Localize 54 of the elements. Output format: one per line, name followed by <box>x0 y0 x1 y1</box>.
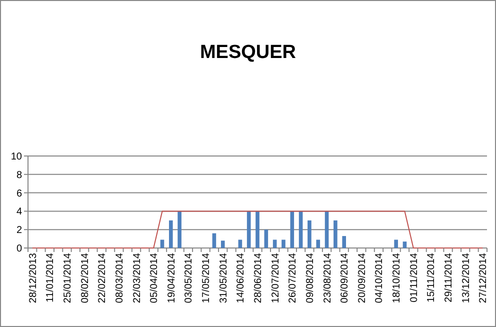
x-tick-label: 17/05/2014 <box>201 252 212 304</box>
bar <box>342 236 346 248</box>
bar <box>334 220 338 248</box>
x-tick-label: 11/01/2014 <box>45 252 56 302</box>
x-tick-label: 08/02/2014 <box>80 252 91 304</box>
y-tick-label: 10 <box>10 152 22 162</box>
x-tick-label: 19/04/2014 <box>166 252 178 304</box>
x-tick-label: 28/06/2014 <box>253 252 264 304</box>
x-tick-label: 03/05/2014 <box>184 252 195 304</box>
x-tick-label: 23/08/2014 <box>322 252 334 304</box>
bar <box>256 211 260 248</box>
bar <box>298 211 303 248</box>
bar <box>290 211 294 248</box>
bar <box>168 220 173 248</box>
x-tick-label: 01/11/2014 <box>408 252 420 302</box>
y-tick-label: 0 <box>16 244 22 254</box>
bar <box>272 240 277 248</box>
x-tick-label: 20/09/2014 <box>356 252 368 304</box>
bar <box>212 233 216 248</box>
bar <box>282 240 286 248</box>
x-tick-label: 31/05/2014 <box>218 252 230 304</box>
bar <box>308 220 312 248</box>
x-tick-label: 04/10/2014 <box>374 252 386 304</box>
y-tick-label: 4 <box>16 206 22 218</box>
x-tick-label: 06/09/2014 <box>340 252 351 304</box>
chart-title: MESQUER <box>200 42 296 63</box>
x-tick-label: 09/08/2014 <box>304 252 316 304</box>
x-tick-label: 28/12/2013 <box>28 252 39 304</box>
x-tick-label: 05/04/2014 <box>149 252 160 304</box>
x-tick-label: 26/07/2014 <box>288 252 299 304</box>
bar <box>246 211 251 248</box>
bar <box>160 240 164 248</box>
x-tick-label: 14/06/2014 <box>236 252 247 304</box>
bar <box>178 211 182 248</box>
y-tick-label: 2 <box>16 225 22 236</box>
bar <box>238 240 242 248</box>
bar <box>316 240 320 248</box>
bar <box>324 211 329 248</box>
x-tick-label: 13/12/2014 <box>460 252 472 304</box>
x-tick-label: 22/02/2014 <box>97 252 108 304</box>
bar <box>220 240 225 248</box>
y-tick-label: 8 <box>16 170 22 181</box>
bar <box>402 242 407 248</box>
x-tick-label: 22/03/2014 <box>132 252 143 304</box>
x-tick-label: 08/03/2014 <box>114 252 126 304</box>
x-tick-label: 18/10/2014 <box>392 252 403 304</box>
x-tick-label: 12/07/2014 <box>270 252 282 304</box>
x-tick-label: 25/01/2014 <box>62 252 74 304</box>
x-tick-label: 27/12/2014 <box>478 252 490 304</box>
y-tick-label: 6 <box>16 188 22 200</box>
bar <box>394 240 398 248</box>
x-tick-label: 15/11/2014 <box>426 252 438 302</box>
bar <box>264 230 268 248</box>
x-tick-label: 29/11/2014 <box>444 252 455 302</box>
